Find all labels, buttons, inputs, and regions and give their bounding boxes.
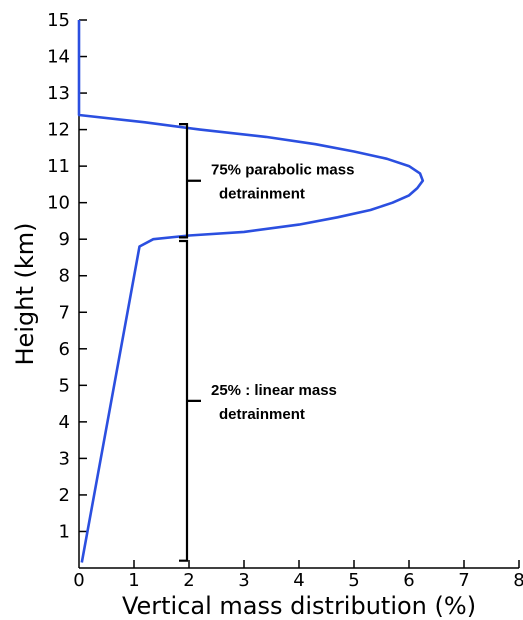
x-tick-label: 4 <box>293 570 304 591</box>
y-tick-label: 6 <box>59 339 70 360</box>
y-axis-title: Height (km) <box>11 223 39 366</box>
x-tick-label: 2 <box>183 570 194 591</box>
y-tick-label: 9 <box>59 229 70 250</box>
annotation-2-line2: detrainment <box>219 406 305 423</box>
ticks-layer <box>79 19 520 568</box>
y-tick-label: 5 <box>59 375 70 396</box>
x-tick-label: 5 <box>348 570 359 591</box>
annotation-2-line1: 25% : linear mass <box>211 382 337 399</box>
y-tick-label: 2 <box>59 485 70 506</box>
y-tick-label: 15 <box>47 10 70 31</box>
y-tick-label: 13 <box>47 83 70 104</box>
x-axis-title: Vertical mass distribution (%) <box>122 592 476 620</box>
y-tick-label: 14 <box>47 47 70 68</box>
x-tick-label: 0 <box>73 570 84 591</box>
y-tick-label: 10 <box>47 193 70 214</box>
annotation-1-line1: 75% parabolic mass <box>211 162 354 179</box>
x-tick-label: 3 <box>238 570 249 591</box>
y-tick-label: 12 <box>47 120 70 141</box>
annotation-bracket-1 <box>179 123 201 239</box>
annotations-layer: 75% parabolic mass detrainment 25% : linea… <box>179 123 354 562</box>
series-line <box>77 20 425 563</box>
annotation-bracket-2 <box>179 239 201 562</box>
x-tick-label: 7 <box>458 570 469 591</box>
y-tick-label: 7 <box>59 302 70 323</box>
y-tick-label: 11 <box>47 156 70 177</box>
y-tick-label: 3 <box>59 448 70 469</box>
y-tick-label: 1 <box>59 521 70 542</box>
x-tick-label: 1 <box>128 570 139 591</box>
y-tick-label: 4 <box>59 412 70 433</box>
x-tick-label: 6 <box>403 570 414 591</box>
x-tick-label: 8 <box>513 570 523 591</box>
y-tick-label: 8 <box>59 266 70 287</box>
annotation-1-line2: detrainment <box>219 186 305 203</box>
